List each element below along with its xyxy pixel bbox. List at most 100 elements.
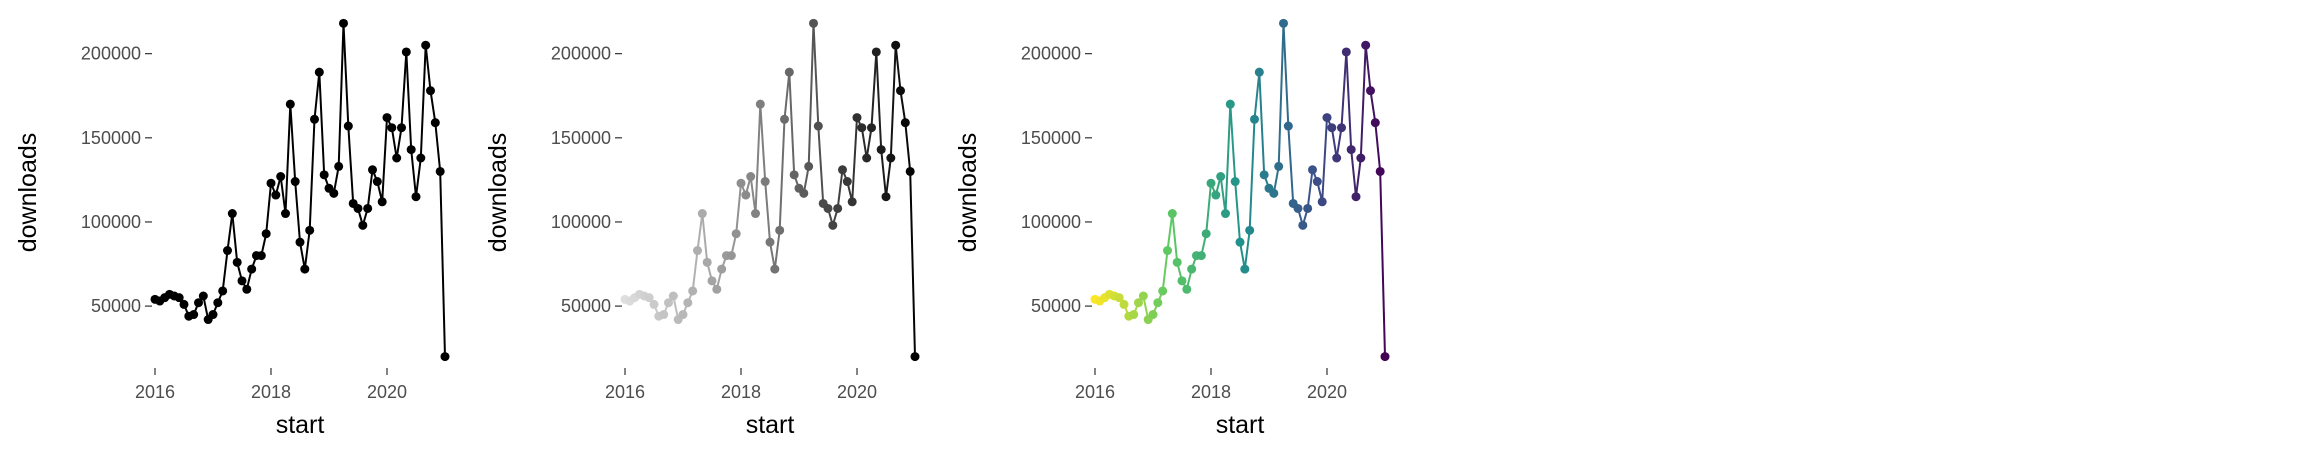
chart-2-ytick-label: 100000 bbox=[551, 212, 611, 232]
chart-2-line-segment bbox=[851, 117, 858, 202]
chart-2-line-segment bbox=[860, 127, 868, 159]
chart-3-data-point bbox=[1182, 284, 1192, 294]
chart-3-data-point bbox=[1332, 153, 1342, 163]
chart-3-data-point bbox=[1337, 123, 1346, 133]
chart-3-data-point bbox=[1177, 276, 1187, 286]
chart-1-data-point bbox=[377, 197, 387, 207]
chart-1-line-segment bbox=[318, 72, 326, 175]
chart-3-data-point bbox=[1269, 188, 1279, 198]
chart-1-data-point bbox=[426, 86, 435, 96]
chart-2-line-segment bbox=[773, 230, 781, 270]
chart-2-line-segment bbox=[691, 250, 699, 292]
chart-2-line-segment bbox=[894, 45, 902, 91]
chart-3-line-segment bbox=[1272, 166, 1280, 194]
chart-2-data-point bbox=[799, 188, 809, 198]
chart-3-data-point bbox=[1134, 298, 1143, 308]
chart-1-data-point bbox=[368, 165, 377, 175]
chart-3-data-point bbox=[1153, 298, 1163, 308]
chart-2-data-point bbox=[649, 299, 659, 309]
chart-2-ytick-label: 200000 bbox=[551, 44, 611, 64]
chart-3-data-point bbox=[1187, 264, 1197, 274]
chart-2-data-point bbox=[833, 203, 843, 213]
chart-2-data-point bbox=[780, 114, 789, 124]
chart-2-x-axis-title: start bbox=[746, 411, 795, 439]
chart-3-line-segment bbox=[1277, 23, 1285, 167]
chart-1-line-segment bbox=[289, 104, 297, 182]
chart-2-data-point bbox=[804, 161, 814, 171]
chart-1-data-point bbox=[300, 264, 310, 274]
chart-1-svg: 50000 100000 150000 200000 2016 2018 2020 start… bbox=[14, 18, 450, 439]
chart-3-data-point bbox=[1138, 291, 1148, 301]
chart-2-data-point bbox=[886, 153, 896, 163]
chart-2-data-point bbox=[905, 166, 915, 176]
chart-3-line-segment bbox=[1166, 213, 1174, 251]
chart-3-data-point bbox=[1283, 121, 1293, 131]
chart-1-series-line bbox=[150, 18, 450, 362]
chart-3-line-segment bbox=[1345, 51, 1353, 150]
chart-3-line-segment bbox=[1340, 51, 1348, 128]
chart-3-xtick-label: 2016 bbox=[1075, 382, 1115, 402]
chart-3-ytick-label: 100000 bbox=[1021, 212, 1081, 232]
chart-1-data-point bbox=[247, 264, 257, 274]
chart-3-data-point bbox=[1158, 286, 1168, 296]
chart-panel-3: 50000 100000 150000 200000 2016 2018 2020 start… bbox=[940, 0, 1410, 460]
chart-3-line-segment bbox=[1161, 250, 1169, 292]
chart-3-xtick-label: 2020 bbox=[1307, 382, 1347, 402]
chart-2-data-point bbox=[751, 209, 760, 219]
chart-3-data-point bbox=[1341, 47, 1351, 57]
chart-2-ytick-label: 150000 bbox=[551, 128, 611, 148]
chart-3-ytick-label: 200000 bbox=[1021, 44, 1081, 64]
chart-2-line-segment bbox=[909, 171, 916, 357]
chart-3-line-segment bbox=[1359, 45, 1367, 159]
chart-1-data-point bbox=[430, 118, 440, 128]
chart-1-ytick-label: 200000 bbox=[81, 44, 141, 64]
chart-3-data-point bbox=[1201, 229, 1211, 239]
chart-2-data-point bbox=[736, 178, 746, 188]
chart-1-data-point bbox=[329, 188, 339, 198]
chart-3-data-point bbox=[1167, 209, 1177, 219]
chart-2-line-segment bbox=[802, 166, 810, 194]
chart-1-line-segment bbox=[294, 181, 301, 243]
chart-1-xtick-label: 2016 bbox=[135, 382, 175, 402]
chart-1-line-segment bbox=[415, 157, 422, 197]
chart-3-data-point bbox=[1163, 246, 1172, 256]
chart-1-line-segment bbox=[410, 149, 417, 197]
chart-1-data-point bbox=[256, 251, 266, 261]
chart-1-data-point bbox=[305, 225, 315, 235]
chart-2-data-point bbox=[784, 67, 794, 77]
chart-1-line-segment bbox=[342, 23, 350, 127]
chart-3-line-segment bbox=[1234, 181, 1241, 243]
chart-3-line-segment bbox=[1219, 176, 1227, 214]
chart-2-line-segment bbox=[701, 213, 709, 263]
chart-2-data-point bbox=[765, 237, 775, 247]
chart-2-data-point bbox=[664, 298, 673, 308]
chart-2-data-point bbox=[896, 86, 905, 96]
chart-3-xtick-label: 2018 bbox=[1191, 382, 1231, 402]
chart-2-line-segment bbox=[769, 241, 776, 270]
chart-2-data-point bbox=[813, 121, 823, 131]
chart-3-data-point bbox=[1274, 161, 1284, 171]
chart-2-line-segment bbox=[889, 45, 897, 159]
chart-3-data-point bbox=[1293, 203, 1303, 213]
chart-1-ytick-label: 150000 bbox=[81, 128, 141, 148]
chart-2-line-segment bbox=[778, 119, 786, 231]
chart-1-data-point bbox=[198, 291, 208, 301]
chart-1-data-point bbox=[271, 190, 281, 200]
chart-3-data-point bbox=[1298, 220, 1308, 230]
chart-3-svg: 50000 100000 150000 200000 2016 2018 2020 start… bbox=[954, 18, 1390, 439]
chart-2-data-point bbox=[900, 118, 910, 128]
chart-1-data-point bbox=[416, 153, 426, 163]
chart-2-data-point bbox=[755, 99, 765, 109]
chart-3-data-point bbox=[1303, 203, 1313, 213]
chart-1-data-point bbox=[266, 178, 276, 188]
chart-2-data-point bbox=[862, 153, 872, 163]
chart-2-line-segment bbox=[836, 169, 844, 209]
chart-3-line-segment bbox=[1258, 72, 1266, 175]
chart-2-line-segment bbox=[899, 90, 907, 123]
chart-2-line-segment bbox=[759, 104, 767, 182]
chart-1-line-segment bbox=[419, 45, 427, 159]
chart-1-line-segment bbox=[405, 51, 413, 150]
chart-3-data-point bbox=[1327, 123, 1337, 133]
chart-3-data-point bbox=[1366, 86, 1375, 96]
chart-1-line-segment bbox=[221, 250, 229, 292]
